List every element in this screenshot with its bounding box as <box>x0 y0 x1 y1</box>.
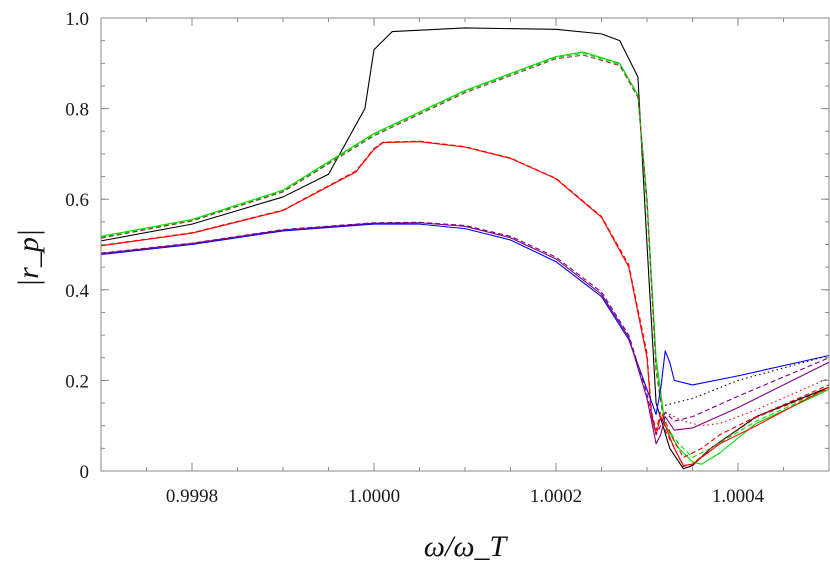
y-axis-label: |r_p| <box>12 229 45 287</box>
series-line-8 <box>101 223 830 415</box>
series-line-6 <box>101 140 830 458</box>
tick-layer: 0.9998 1.0000 1.0002 1.0004 0 0.2 0.4 0.6 0.8 1.0 <box>65 9 829 507</box>
series-line-2 <box>101 51 830 465</box>
series-line-5 <box>101 141 830 467</box>
series-line-3 <box>101 52 830 458</box>
series-line-11 <box>665 354 830 406</box>
series-line-10 <box>101 221 830 436</box>
series-line-9 <box>101 222 830 445</box>
y-tick-label: 0.4 <box>65 281 89 302</box>
y-tick-label: 1.0 <box>65 9 89 30</box>
series-line-1 <box>101 27 830 470</box>
plot-frame <box>100 17 830 472</box>
y-tick-label: 0.8 <box>65 100 89 121</box>
y-tick-label: 0.6 <box>65 190 89 211</box>
series-line-4 <box>101 54 830 468</box>
series-layer <box>101 27 830 470</box>
x-tick-label: 1.0002 <box>530 486 582 507</box>
y-tick-label: 0 <box>80 462 90 483</box>
x-axis-label: ω/ω_T <box>424 530 509 563</box>
x-tick-label: 1.0000 <box>348 486 400 507</box>
x-tick-label: 1.0004 <box>712 486 765 507</box>
x-tick-label: 0.9998 <box>166 486 218 507</box>
series-line-7 <box>664 377 830 427</box>
y-tick-label: 0.2 <box>65 371 89 392</box>
